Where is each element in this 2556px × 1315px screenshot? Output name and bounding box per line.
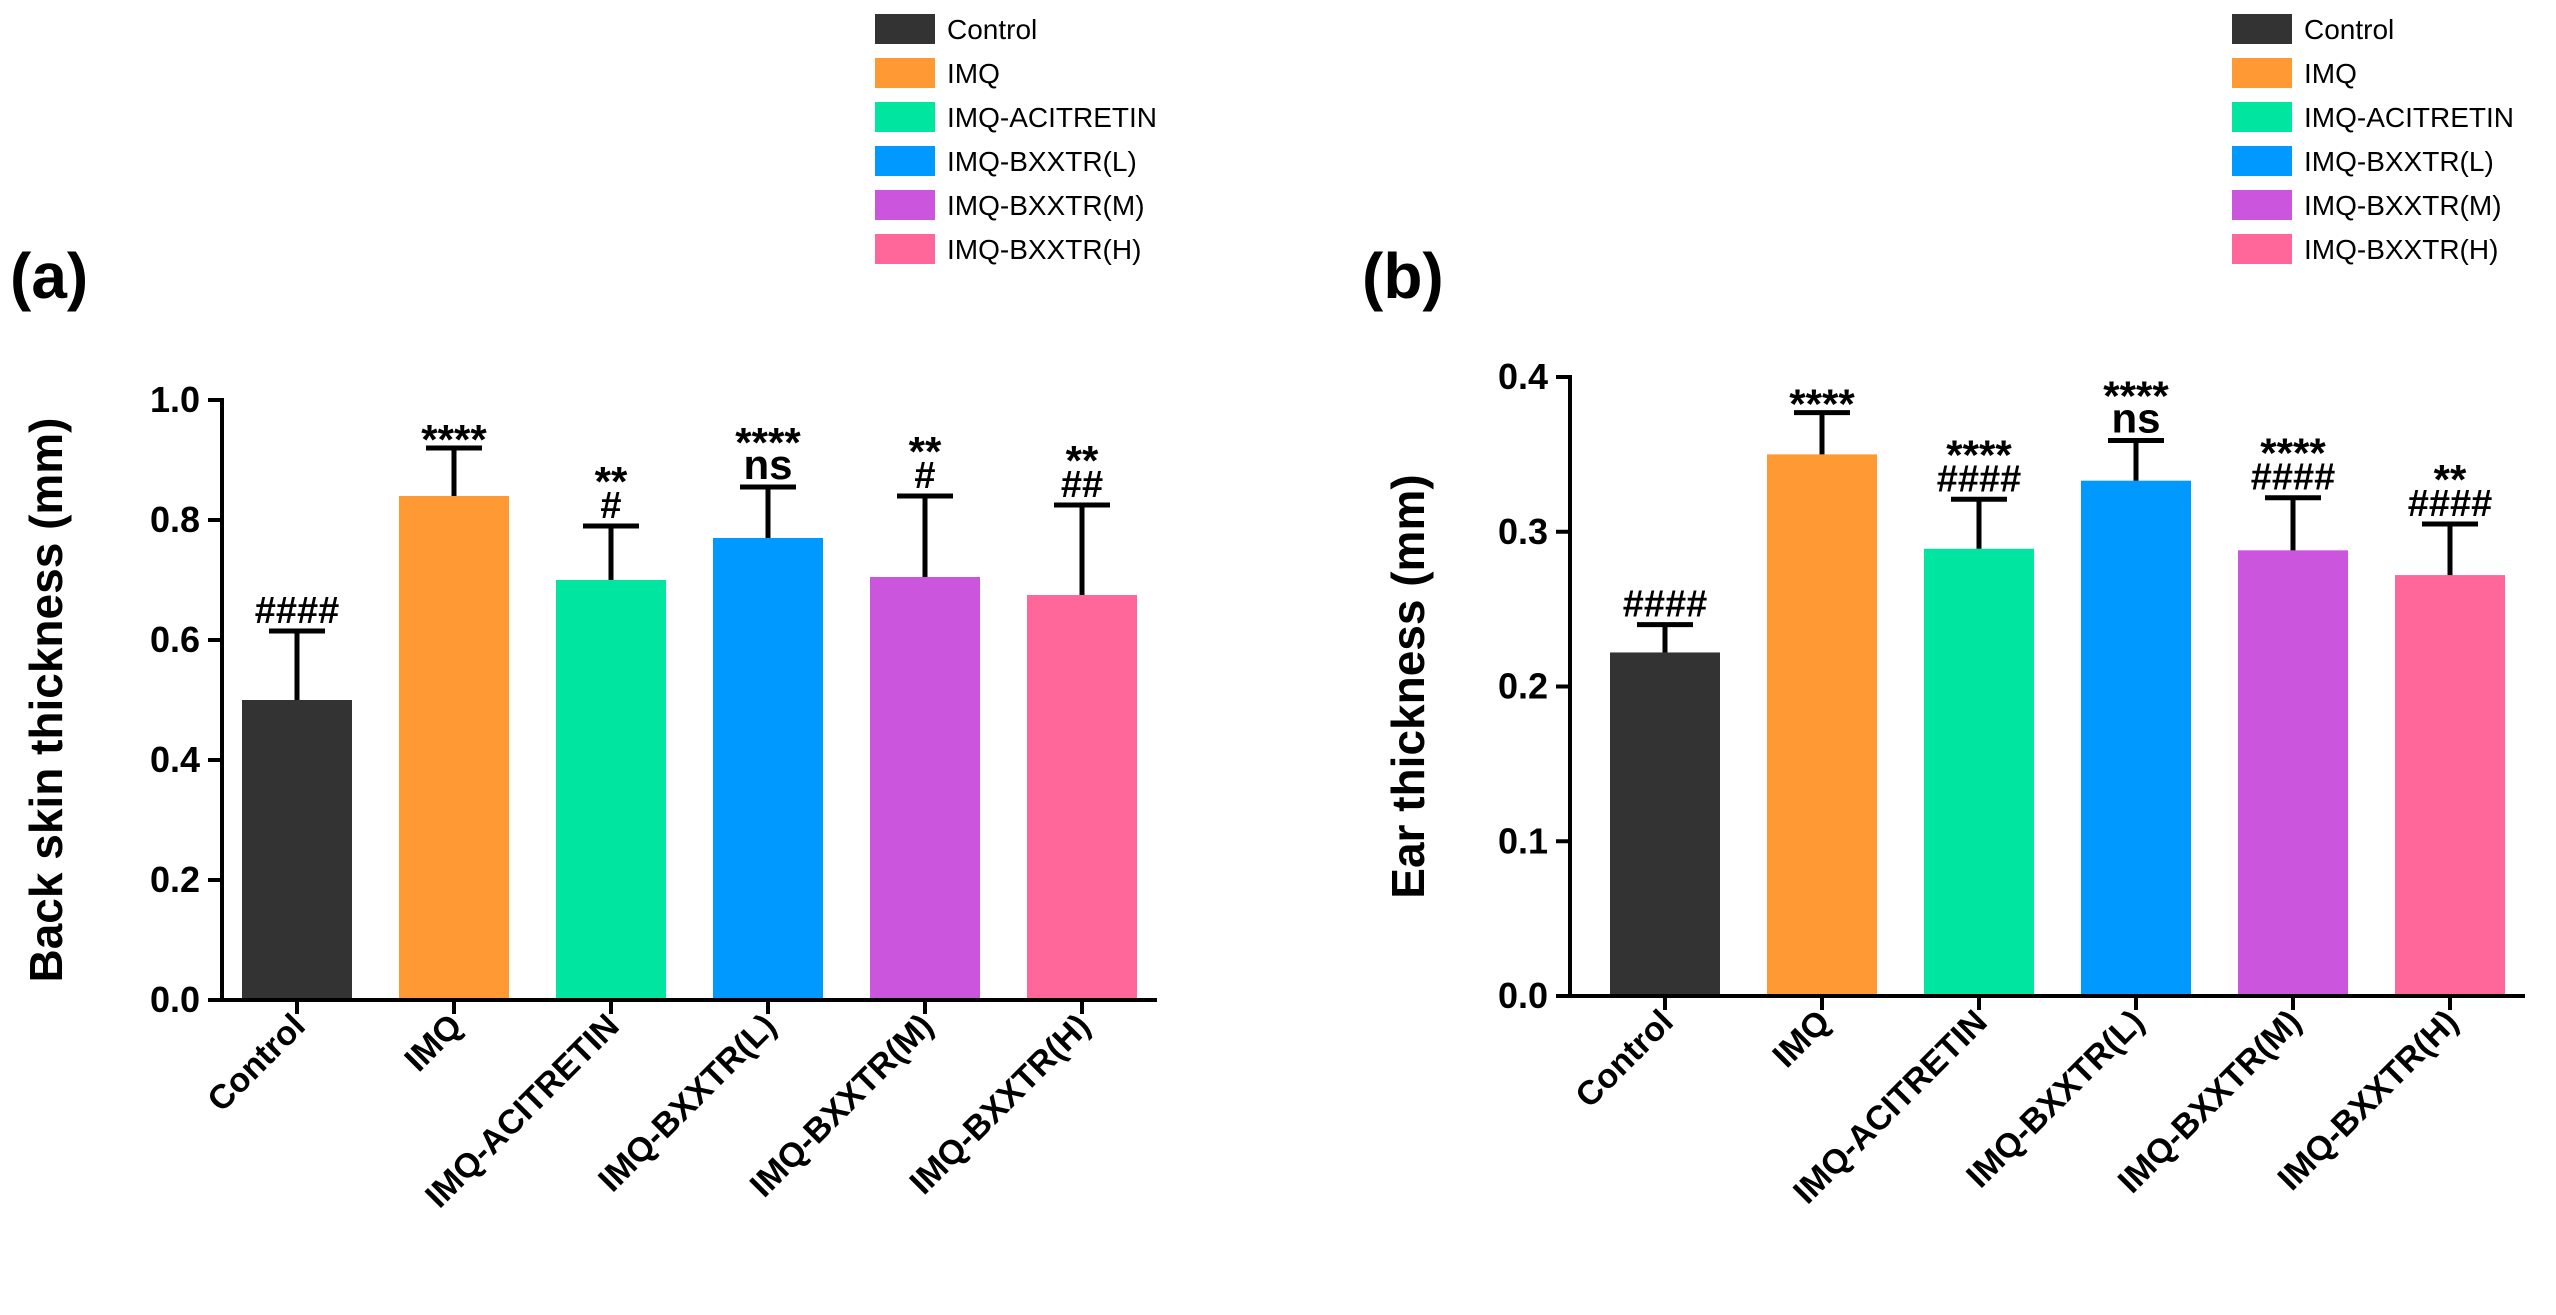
significance-label: # xyxy=(914,455,935,497)
significance-label: **** xyxy=(2103,372,2169,419)
legend-swatch xyxy=(2232,234,2292,264)
significance-label: **** xyxy=(735,419,801,466)
y-tick-label: 0.6 xyxy=(150,619,200,660)
significance-label: **** xyxy=(2260,430,2326,477)
significance-label: **** xyxy=(1946,431,2012,478)
chart-panel-b: (b) Control IMQ IMQ-ACITRETIN IMQ-BXXTR(L) IM… xyxy=(1362,14,2525,1211)
legend-entry: IMQ-BXXTR(L) xyxy=(2304,146,2494,177)
significance-label: ## xyxy=(1061,464,1103,506)
legend-entry: IMQ-BXXTR(L) xyxy=(947,146,1137,177)
y-tick-label: 0.4 xyxy=(1498,356,1548,397)
significance-label: **** xyxy=(1789,381,1855,428)
chart-panel-a: (a) Control IMQ IMQ-ACITRETIN IMQ-BXXTR(L) IM… xyxy=(10,14,1157,1215)
legend-entry: IMQ xyxy=(2304,58,2357,89)
y-tick-label: 0.8 xyxy=(150,499,200,540)
significance-label: ** xyxy=(2434,456,2467,503)
significance-label: #### xyxy=(1623,584,1708,626)
significance-label: # xyxy=(600,485,621,527)
legend-swatch xyxy=(875,190,935,220)
legend-entry: IMQ-ACITRETIN xyxy=(2304,102,2514,133)
legend-swatch xyxy=(875,14,935,44)
bar xyxy=(2238,550,2348,996)
legend-swatch xyxy=(875,102,935,132)
legend-swatch xyxy=(2232,14,2292,44)
legend-entry: IMQ-ACITRETIN xyxy=(947,102,1157,133)
legend-swatch xyxy=(2232,190,2292,220)
bar xyxy=(1027,595,1137,1000)
significance-label: #### xyxy=(2408,483,2493,525)
legend-swatch xyxy=(2232,102,2292,132)
significance-label: ** xyxy=(1066,437,1099,484)
legend-entry: IMQ-BXXTR(M) xyxy=(947,190,1145,221)
legend-entry: IMQ xyxy=(947,58,1000,89)
legend-entry: Control xyxy=(947,14,1037,45)
legend-swatch xyxy=(2232,58,2292,88)
y-tick-label: 0.0 xyxy=(150,979,200,1020)
legend-swatch xyxy=(2232,146,2292,176)
significance-label: #### xyxy=(255,590,340,632)
category-label: IMQ xyxy=(1765,1003,1837,1075)
y-tick-label: 0.3 xyxy=(1498,511,1548,552)
bar xyxy=(2081,480,2191,996)
y-tick-label: 0.1 xyxy=(1498,820,1548,861)
panel-label: (a) xyxy=(10,240,88,312)
category-label: Control xyxy=(1568,1003,1680,1115)
bar xyxy=(1767,454,1877,996)
bar xyxy=(1610,652,1720,996)
legend: Control IMQ IMQ-ACITRETIN IMQ-BXXTR(L) IMQ-B… xyxy=(875,14,1157,265)
legend-swatch xyxy=(875,146,935,176)
y-axis-label: Back skin thickness (mm) xyxy=(20,417,72,982)
legend-swatch xyxy=(875,58,935,88)
bar xyxy=(556,580,666,1000)
significance-label: ns xyxy=(743,441,792,488)
category-label: Control xyxy=(200,1007,312,1119)
category-label: IMQ xyxy=(397,1007,469,1079)
legend-swatch xyxy=(875,234,935,264)
y-tick-label: 0.2 xyxy=(1498,666,1548,707)
y-tick-label: 1.0 xyxy=(150,379,200,420)
significance-label: ns xyxy=(2111,394,2160,441)
significance-label: #### xyxy=(1937,458,2022,500)
y-axis-label: Ear thickness (mm) xyxy=(1382,474,1434,898)
bar xyxy=(713,538,823,1000)
significance-label: ** xyxy=(909,428,942,475)
y-tick-label: 0.0 xyxy=(1498,975,1548,1016)
legend: Control IMQ IMQ-ACITRETIN IMQ-BXXTR(L) IMQ-B… xyxy=(2232,14,2514,265)
y-tick-label: 0.2 xyxy=(150,859,200,900)
bar xyxy=(870,577,980,1000)
bar xyxy=(399,496,509,1000)
bar xyxy=(2395,575,2505,996)
significance-label: #### xyxy=(2251,457,2336,499)
y-tick-label: 0.4 xyxy=(150,739,200,780)
significance-label: **** xyxy=(421,416,487,463)
panel-label: (b) xyxy=(1362,240,1444,312)
legend-entry: IMQ-BXXTR(H) xyxy=(2304,234,2498,265)
bar xyxy=(1924,548,2034,996)
bar xyxy=(242,700,352,1000)
legend-entry: IMQ-BXXTR(M) xyxy=(2304,190,2502,221)
legend-entry: Control xyxy=(2304,14,2394,45)
significance-label: ** xyxy=(595,458,628,505)
legend-entry: IMQ-BXXTR(H) xyxy=(947,234,1141,265)
